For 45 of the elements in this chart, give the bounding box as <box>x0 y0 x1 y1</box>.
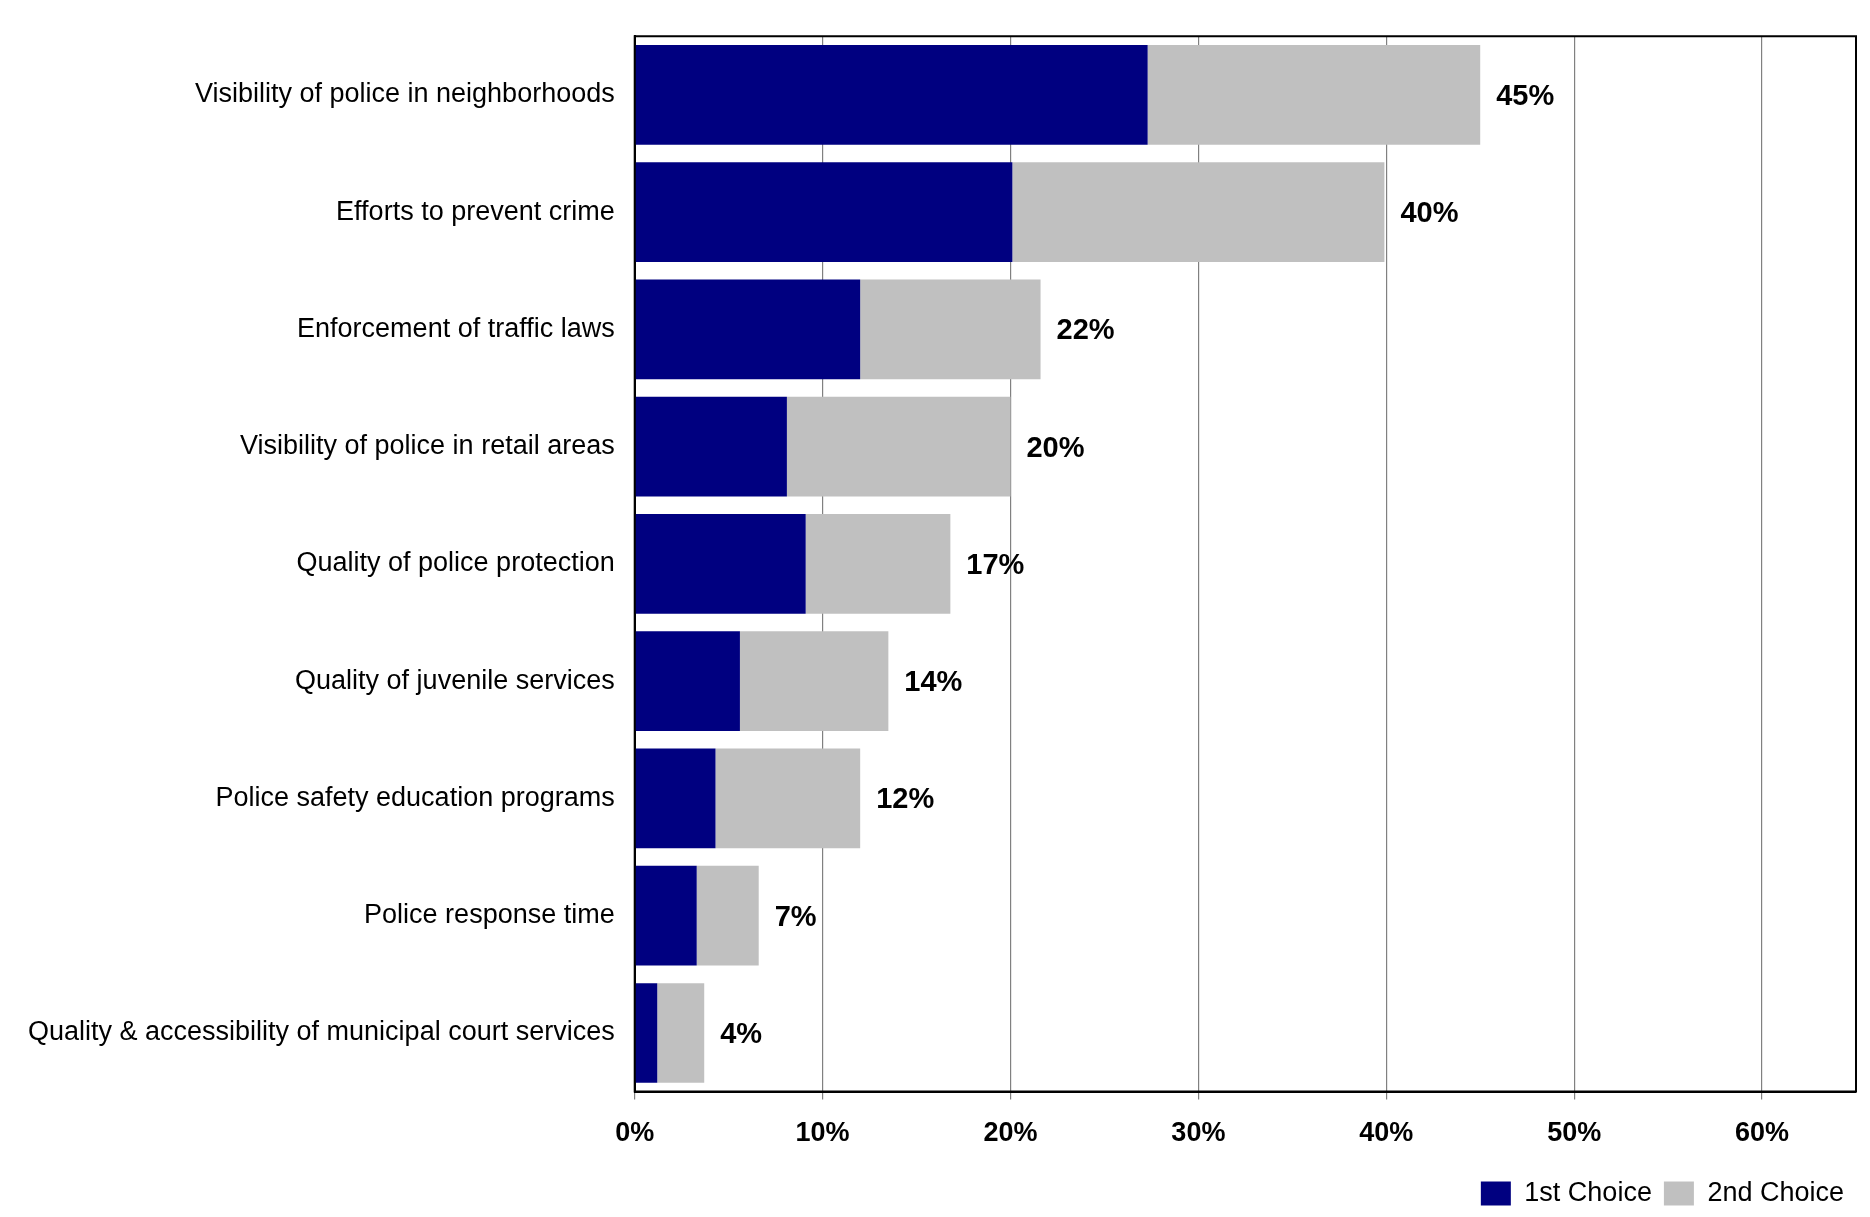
bar <box>635 45 1148 145</box>
x-tick-label: 50% <box>1547 1117 1602 1148</box>
total-label: 20% <box>1026 430 1085 463</box>
bar <box>1012 162 1385 262</box>
total-label: 12% <box>876 782 935 815</box>
x-tick-label: 20% <box>983 1117 1038 1148</box>
x-tick-label: 30% <box>1171 1117 1226 1148</box>
y-tick-label: Police response time <box>364 899 615 930</box>
total-label: 7% <box>774 899 817 932</box>
y-tick-label: Quality of juvenile services <box>295 664 615 695</box>
bar <box>635 279 861 380</box>
bar <box>635 631 740 732</box>
x-tick-label: 40% <box>1359 1117 1414 1148</box>
bar <box>635 514 806 614</box>
bar <box>635 865 697 966</box>
bar <box>715 748 861 849</box>
total-label: 4% <box>720 1016 763 1049</box>
x-tick-label: 0% <box>615 1117 655 1148</box>
y-tick-label: Quality of police protection <box>296 547 615 578</box>
y-tick-label: Visibility of police in retail areas <box>240 430 615 461</box>
bar <box>635 983 658 1083</box>
bar <box>860 279 1041 380</box>
total-label: 14% <box>904 665 963 698</box>
bar <box>657 983 705 1083</box>
bar <box>635 748 716 849</box>
bar <box>635 162 1013 262</box>
bar <box>635 396 787 497</box>
legend-label: 2nd Choice <box>1707 1176 1845 1207</box>
x-tick-label: 60% <box>1735 1117 1790 1148</box>
x-tick-label: 10% <box>795 1117 850 1148</box>
bar <box>1147 45 1481 145</box>
y-tick-label: Efforts to prevent crime <box>336 195 615 226</box>
total-label: 22% <box>1056 313 1115 346</box>
bar <box>739 631 889 732</box>
y-tick-label: Enforcement of traffic laws <box>297 312 615 343</box>
bar <box>786 396 1011 497</box>
total-label: 40% <box>1400 196 1459 229</box>
legend-label: 1st Choice <box>1524 1176 1652 1207</box>
y-tick-label: Visibility of police in neighborhoods <box>194 78 615 109</box>
total-label: 45% <box>1496 78 1555 111</box>
y-tick-label: Quality & accessibility of municipal court services <box>27 1016 615 1047</box>
total-label: 17% <box>966 547 1025 580</box>
y-tick-label: Police safety education programs <box>215 781 615 812</box>
bar <box>805 514 951 614</box>
bar <box>696 865 759 966</box>
